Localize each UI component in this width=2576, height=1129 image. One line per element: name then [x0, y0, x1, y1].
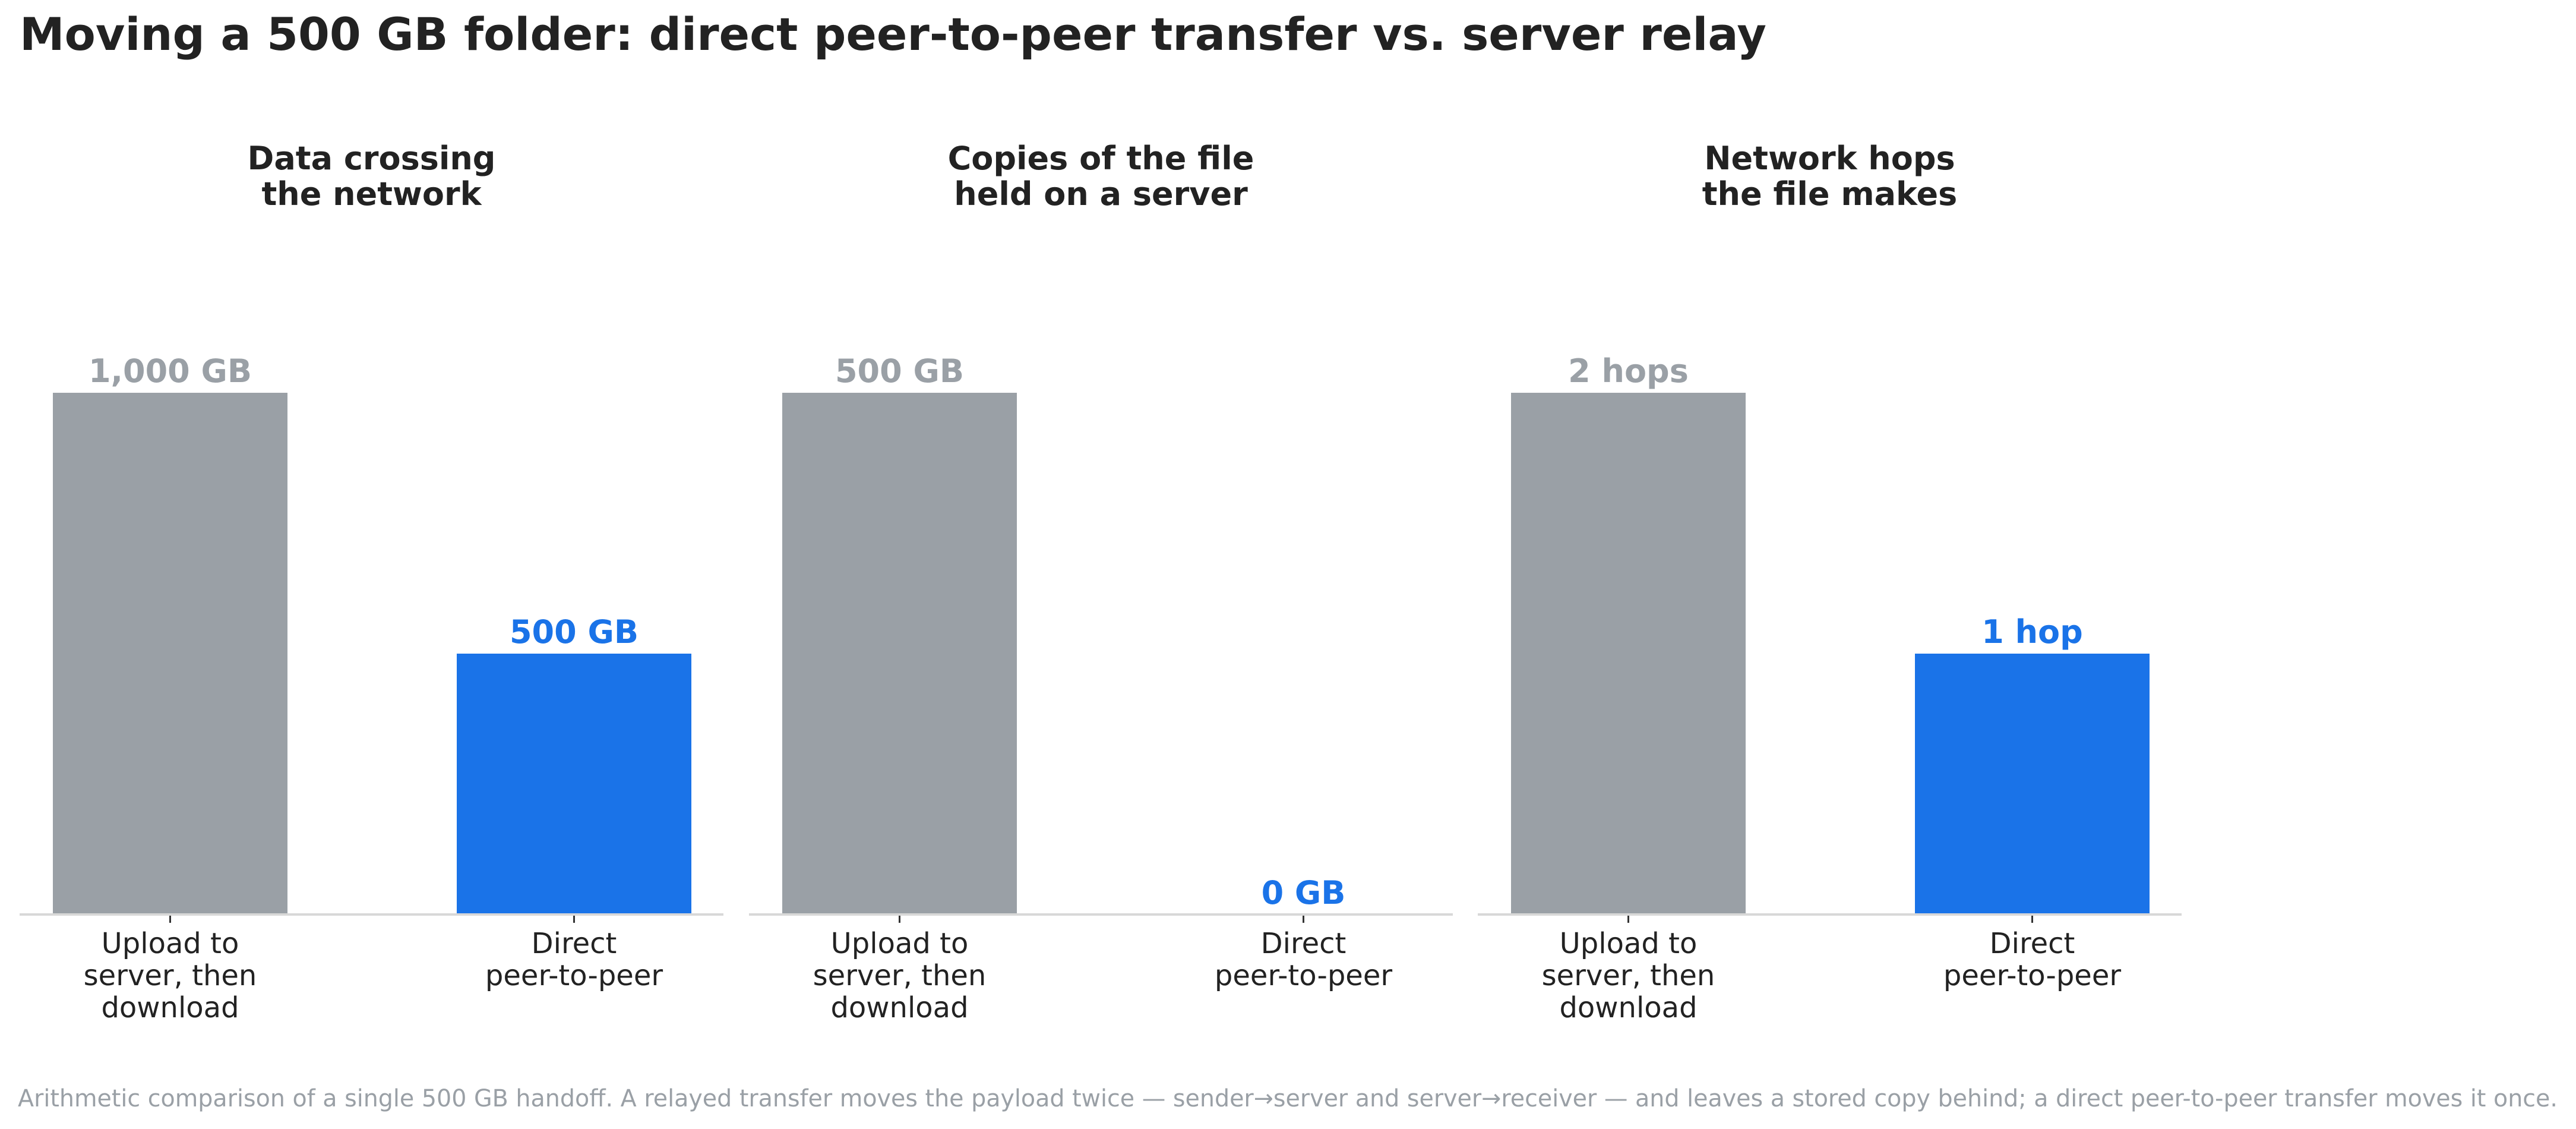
chart-panel: Network hops the file makes 2 hops Upload t… — [1478, 140, 2182, 1024]
category-label-line: download — [830, 991, 968, 1024]
panel-title-line: Data crossing — [248, 140, 496, 177]
value-label: 500 GB — [835, 352, 964, 390]
category-label-line: server, then — [1542, 959, 1715, 992]
figure-caption: Arithmetic comparison of a single 500 GB… — [18, 1085, 2558, 1112]
category-label-line: Direct — [1990, 927, 2075, 960]
category-label: Direct peer-to-peer — [1943, 927, 2121, 992]
value-label: 2 hops — [1568, 352, 1689, 390]
bar-relay — [53, 393, 287, 914]
category-label-line: download — [101, 991, 239, 1024]
category-label: Upload to server, then download — [813, 927, 987, 1024]
category-label: Direct peer-to-peer — [485, 927, 663, 992]
chart-panel: Data crossing the network 1,000 GB Upload t… — [20, 140, 723, 1024]
chart-panels: Data crossing the network 1,000 GB Upload t… — [20, 140, 2182, 1024]
value-label: 1 hop — [1981, 613, 2083, 651]
panel-title: Network hops the file makes — [1702, 140, 1958, 213]
category-label-line: Upload to — [102, 927, 239, 960]
category-label: Direct peer-to-peer — [1215, 927, 1392, 992]
category-label-line: server, then — [84, 959, 257, 992]
panel-title: Data crossing the network — [248, 140, 496, 213]
value-label: 500 GB — [510, 613, 639, 651]
panel-title: Copies of the file held on a server — [948, 140, 1254, 213]
panel-title-line: the file makes — [1702, 175, 1958, 213]
category-label-line: peer-to-peer — [1943, 959, 2121, 992]
category-label-line: peer-to-peer — [1215, 959, 1392, 992]
value-label: 1,000 GB — [88, 352, 252, 390]
category-label-line: Direct — [1261, 927, 1347, 960]
category-label-line: peer-to-peer — [485, 959, 663, 992]
category-label: Upload to server, then download — [84, 927, 257, 1024]
category-label-line: download — [1559, 991, 1697, 1024]
category-label: Upload to server, then download — [1542, 927, 1715, 1024]
bar-direct — [1915, 654, 2150, 914]
figure-title: Moving a 500 GB folder: direct peer-to-p… — [20, 8, 1766, 61]
chart-panel: Copies of the file held on a server 500 GB… — [749, 140, 1453, 1024]
bar-relay — [782, 393, 1017, 914]
category-label-line: Upload to — [1560, 927, 1698, 960]
panel-title-line: Network hops — [1704, 140, 1955, 177]
panel-title-line: Copies of the file — [948, 140, 1254, 177]
category-label-line: Direct — [532, 927, 617, 960]
bar-relay — [1511, 393, 1746, 914]
panel-title-line: the network — [261, 175, 482, 213]
category-label-line: Upload to — [831, 927, 969, 960]
bar-direct — [457, 654, 691, 914]
category-label-line: server, then — [813, 959, 987, 992]
panel-title-line: held on a server — [954, 175, 1248, 213]
value-label: 0 GB — [1262, 874, 1346, 912]
